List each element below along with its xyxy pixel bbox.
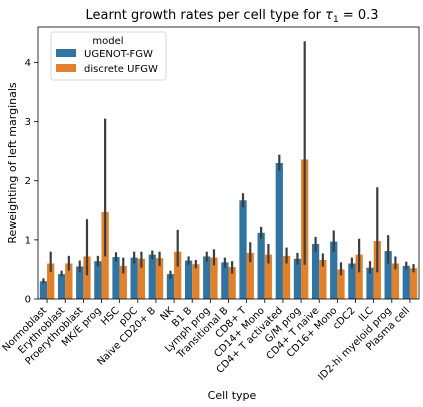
bar-ugenot-fgw-naive-cd20-b [148, 254, 156, 299]
legend-swatch-ugenot-fgw [56, 49, 76, 57]
bar-ugenot-fgw-g-m-prog [293, 258, 302, 299]
y-tick-label-4: 4 [25, 58, 31, 69]
bar-ugenot-fgw-cdc2 [348, 263, 356, 299]
error-bars-layer [42, 41, 415, 284]
bar-discrete-ufgw-cd4-t-naive [319, 259, 327, 299]
legend-swatch-discrete-ufgw [56, 64, 76, 72]
bar-ugenot-fgw-cd16-mono [330, 241, 338, 299]
bar-discrete-ufgw-cd8-t [246, 252, 254, 299]
chart-title-suffix: = 0.3 [339, 8, 379, 23]
bar-ugenot-fgw-cd4-t-activated [275, 163, 283, 299]
bar-discrete-ufgw-b1-b [192, 264, 200, 299]
x-tick-label-hsc: HSC [99, 305, 122, 328]
bar-ugenot-fgw-hsc [112, 257, 120, 299]
y-tick-label-1: 1 [25, 235, 31, 246]
bar-discrete-ufgw-naive-cd20-b [155, 258, 164, 299]
bar-ugenot-fgw-plasma-cell [402, 265, 410, 299]
y-axis-label: Reweighting of left marginals [6, 82, 19, 244]
bar-ugenot-fgw-erythroblast [57, 274, 66, 299]
bar-ugenot-fgw-ilc [366, 267, 374, 299]
bar-ugenot-fgw-pdc [130, 257, 138, 299]
bar-discrete-ufgw-normoblast [47, 263, 55, 299]
bar-discrete-ufgw-pdc [137, 258, 146, 299]
legend-frame [50, 31, 167, 81]
legend-label-discrete-ufgw: discrete UFGW [84, 64, 158, 75]
x-axis-label: Cell type [208, 389, 257, 402]
bar-discrete-ufgw-id2-hi-myeloid-prog [391, 263, 400, 299]
bars-layer [39, 159, 418, 299]
legend: model UGENOT-FGW discrete UFGW [50, 31, 167, 81]
bar-ugenot-fgw-cd4-t-naive [311, 244, 320, 299]
bar-discrete-ufgw-cd14-mono [264, 254, 273, 299]
bar-ugenot-fgw-transitional-b [221, 262, 229, 299]
y-tick-label-0: 0 [25, 295, 31, 306]
legend-title: model [92, 36, 123, 47]
chart-title-symbol: τ [325, 8, 333, 23]
bar-discrete-ufgw-lymph-prog [210, 257, 218, 299]
bar-discrete-ufgw-proerythroblast [83, 256, 91, 299]
bar-discrete-ufgw-cd16-mono [337, 269, 345, 299]
bar-discrete-ufgw-hsc [119, 265, 127, 299]
bar-discrete-ufgw-erythroblast [65, 263, 73, 299]
bar-ugenot-fgw-proerythroblast [76, 266, 84, 299]
y-tick-label-3: 3 [25, 117, 31, 128]
bar-ugenot-fgw-id2-hi-myeloid-prog [384, 251, 392, 299]
bar-ugenot-fgw-cd14-mono [257, 232, 265, 299]
bar-discrete-ufgw-cdc2 [355, 254, 363, 299]
y-tick-label-2: 2 [25, 176, 31, 187]
bar-discrete-ufgw-plasma-cell [409, 268, 418, 299]
bar-ugenot-fgw-nk [166, 274, 175, 299]
x-axis: NormoblastErythroblastProerythroblastMK/… [1, 299, 412, 383]
bar-discrete-ufgw-transitional-b [228, 267, 236, 299]
bar-ugenot-fgw-cd8-t [239, 200, 247, 299]
bar-ugenot-fgw-normoblast [39, 281, 48, 299]
y-axis: 0 1 2 3 4 [25, 58, 38, 306]
bar-discrete-ufgw-nk [174, 251, 182, 299]
bar-ugenot-fgw-b1-b [184, 260, 193, 299]
chart-title-prefix: Learnt growth rates per cell type for [85, 8, 325, 23]
chart-title-subscript: 1 [333, 15, 339, 25]
legend-label-ugenot-fgw: UGENOT-FGW [84, 49, 153, 60]
bar-ugenot-fgw-mk-e-prog [94, 261, 102, 299]
bar-discrete-ufgw-cd4-t-activated [282, 255, 291, 299]
chart-title: Learnt growth rates per cell type for τ1… [85, 8, 378, 25]
bar-ugenot-fgw-lymph-prog [203, 256, 211, 299]
